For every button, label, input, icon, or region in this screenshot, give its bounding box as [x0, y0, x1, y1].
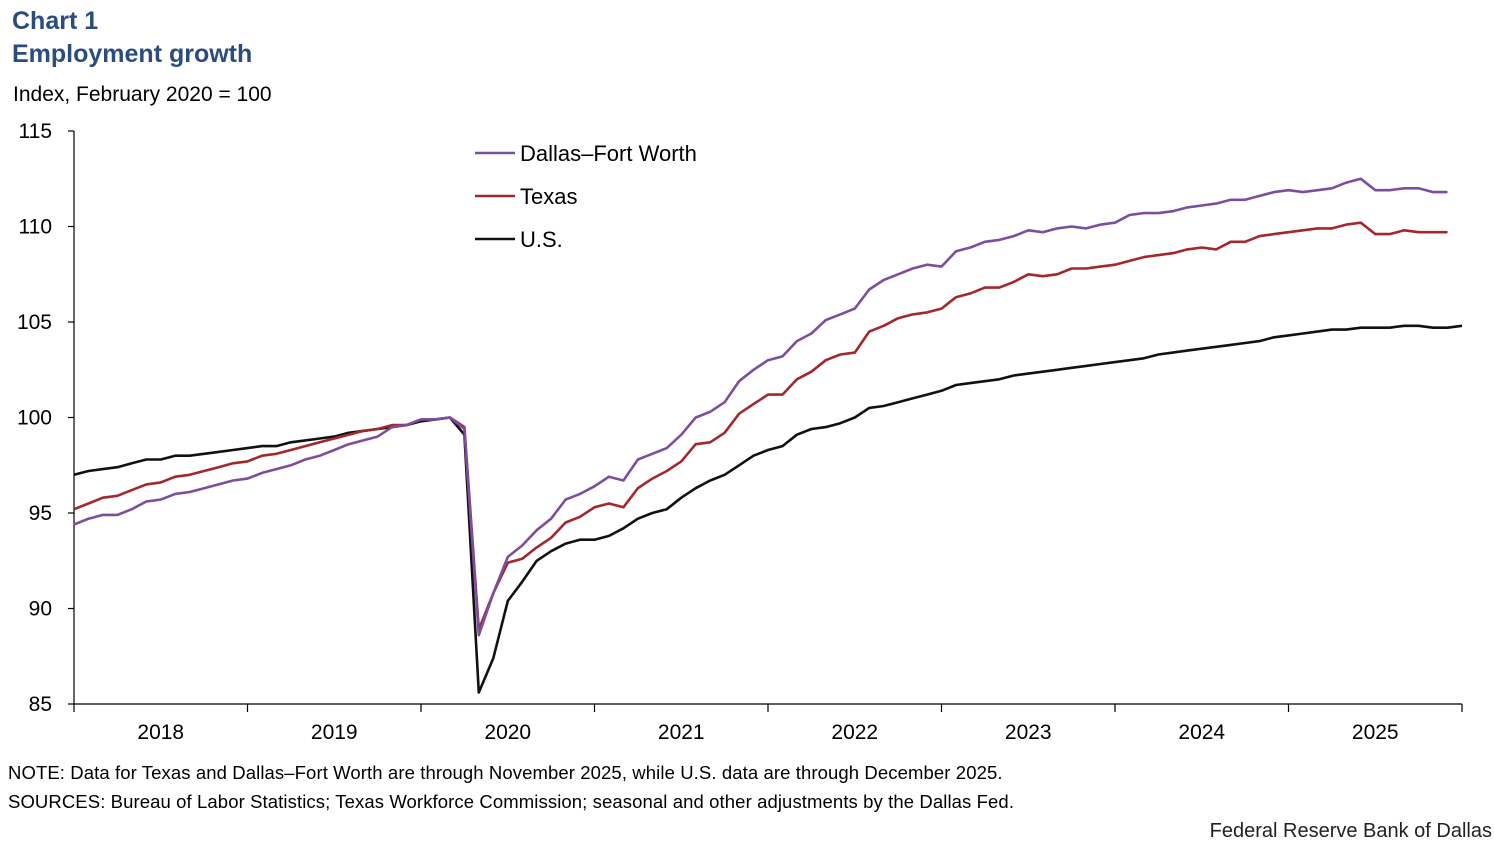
chart-title: Employment growth [12, 40, 253, 68]
y-tick-label: 95 [29, 502, 52, 525]
y-tick-label: 110 [19, 216, 52, 239]
y-tick-label: 115 [19, 120, 52, 143]
y-tick-label: 105 [17, 311, 52, 334]
x-tick-label: 2021 [658, 721, 705, 744]
sources-text: SOURCES: Bureau of Labor Statistics; Tex… [8, 791, 1015, 812]
credit-text: Federal Reserve Bank of Dallas [1209, 820, 1492, 842]
series-line-dallas-fort-worth [73, 177, 1448, 637]
legend-label-dallas-fort-worth: Dallas–Fort Worth [520, 141, 697, 166]
y-axis-label: Index, February 2020 = 100 [13, 83, 272, 106]
series-layer [73, 177, 1463, 694]
y-tick-label: 85 [29, 693, 52, 716]
y-tick-label: 90 [29, 598, 52, 621]
legend-label-u-s: U.S. [520, 227, 563, 252]
x-tick-label: 2025 [1352, 721, 1399, 744]
x-tick-label: 2024 [1178, 721, 1225, 744]
x-tick-label: 2018 [137, 721, 184, 744]
legend-label-texas: Texas [520, 184, 577, 209]
line-chart: 85 90 95 100 105 110 115 2018 2019 2020 2021 2022 20… [17, 120, 1463, 744]
series-line-u-s [73, 324, 1463, 694]
y-tick-label: 100 [17, 407, 52, 430]
note-text: NOTE: Data for Texas and Dallas–Fort Wor… [8, 762, 1003, 783]
chart-number: Chart 1 [12, 7, 99, 35]
axes: 85 90 95 100 105 110 115 2018 2019 2020 2021 2022 20… [17, 120, 1463, 744]
x-tick-label: 2023 [1005, 721, 1052, 744]
x-tick-label: 2019 [311, 721, 358, 744]
x-tick-label: 2020 [484, 721, 531, 744]
x-tick-label: 2022 [831, 721, 878, 744]
series-line-texas [73, 221, 1448, 631]
legend: Dallas–Fort Worth Texas U.S. [475, 141, 697, 252]
